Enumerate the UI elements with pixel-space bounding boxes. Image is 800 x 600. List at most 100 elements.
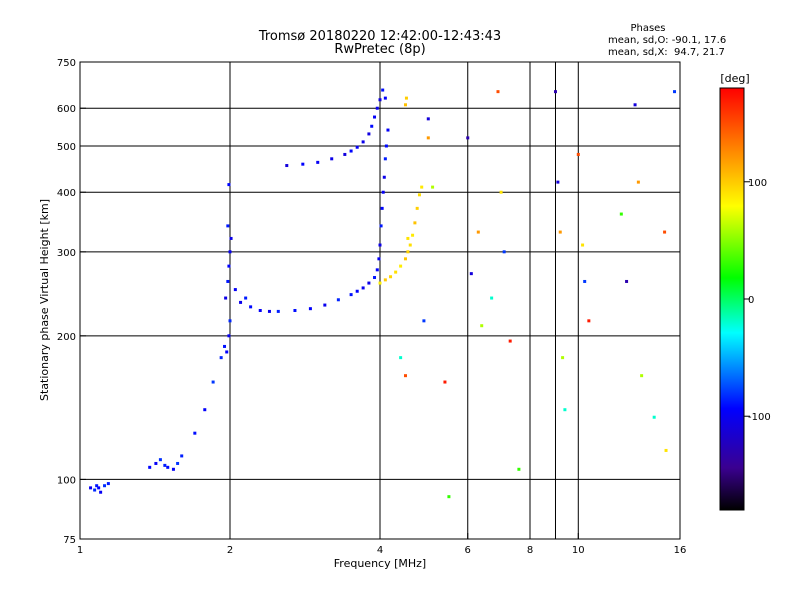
- echo-point: [406, 236, 410, 240]
- y-tick-label: 300: [57, 248, 76, 259]
- y-tick-label: 600: [57, 104, 76, 115]
- echo-point: [375, 106, 379, 110]
- echo-point: [411, 233, 415, 237]
- echo-point: [355, 145, 359, 149]
- echo-point: [224, 296, 228, 300]
- echo-point: [267, 309, 271, 313]
- echo-point: [517, 467, 521, 471]
- echo-point: [163, 463, 167, 467]
- echo-point: [227, 264, 231, 268]
- echo-point: [361, 286, 365, 290]
- echo-point: [97, 486, 101, 490]
- echo-point: [176, 461, 180, 465]
- axis-ticks: 1 2 4 6 8 10 16 75 100 200 300 400 500 600 750: [57, 58, 686, 556]
- y-tick-label: 400: [57, 188, 76, 199]
- echo-point: [403, 103, 407, 107]
- echo-point: [227, 334, 231, 338]
- echo-point: [343, 152, 347, 156]
- echo-point: [583, 279, 587, 283]
- echo-point: [308, 307, 312, 311]
- echo-point: [148, 465, 152, 469]
- echo-point: [225, 350, 229, 354]
- echo-point: [403, 257, 407, 261]
- echo-point: [563, 408, 567, 412]
- echo-point: [211, 380, 215, 384]
- echo-point: [330, 157, 334, 161]
- phases-x-stats: mean, sd,X: 94.7, 21.7: [608, 47, 725, 58]
- phases-heading: Phases: [630, 23, 665, 34]
- y-tick-label: 500: [57, 142, 76, 153]
- echo-point: [180, 454, 184, 458]
- y-axis-label: Stationary phase Virtual Height [km]: [38, 199, 51, 401]
- echo-point: [553, 90, 557, 94]
- echo-point: [466, 136, 470, 140]
- echo-point: [93, 488, 97, 492]
- echo-point: [399, 356, 403, 360]
- echo-point: [154, 461, 158, 465]
- echo-point: [89, 486, 93, 490]
- echo-point: [587, 319, 591, 323]
- echo-point: [249, 305, 253, 309]
- echo-point: [316, 160, 320, 164]
- chart-title: Tromsø 20180220 12:42:00-12:43:43: [258, 29, 501, 44]
- echo-point: [558, 230, 562, 234]
- echo-point: [373, 115, 377, 119]
- phases-o-stats: mean, sd,O: -90.1, 17.6: [608, 35, 726, 46]
- echo-point: [508, 339, 512, 343]
- echo-point: [244, 296, 248, 300]
- echo-point: [502, 250, 506, 254]
- echo-point: [413, 221, 417, 225]
- echo-point: [219, 356, 223, 360]
- colorbar-tick-label: 0: [748, 295, 754, 306]
- echo-point: [422, 319, 426, 323]
- echo-point: [193, 431, 197, 435]
- echo-point: [349, 293, 353, 297]
- echo-point: [447, 495, 451, 499]
- y-tick-label: 100: [57, 475, 76, 486]
- echo-point: [378, 281, 382, 285]
- echo-point: [103, 484, 107, 488]
- echo-point: [408, 243, 412, 247]
- echo-point: [370, 124, 374, 128]
- colorbar: [719, 87, 745, 511]
- echo-point: [276, 309, 280, 313]
- echo-point: [426, 117, 430, 121]
- echo-point: [381, 88, 385, 92]
- echo-point: [636, 180, 640, 184]
- y-tick-label: 75: [63, 535, 76, 546]
- echo-point: [158, 458, 162, 462]
- echo-point: [378, 98, 382, 102]
- echo-point: [640, 374, 644, 378]
- colorbar-tick-label: -100: [748, 412, 771, 423]
- echo-point: [377, 257, 381, 261]
- echo-point: [663, 230, 667, 234]
- echo-point: [228, 250, 232, 254]
- echo-point: [95, 484, 99, 488]
- echo-point: [233, 288, 237, 292]
- echo-point: [99, 490, 103, 494]
- echo-point: [561, 356, 565, 360]
- echo-point: [379, 224, 383, 228]
- x-axis-label: Frequency [MHz]: [334, 557, 426, 570]
- echo-point: [417, 193, 421, 197]
- y-tick-label: 750: [57, 58, 76, 69]
- echo-point: [673, 90, 677, 94]
- echo-point: [226, 279, 230, 283]
- echo-point: [426, 136, 430, 140]
- x-tick-label: 6: [465, 545, 471, 556]
- echo-point: [373, 276, 377, 280]
- echo-point: [301, 162, 305, 166]
- echo-point: [389, 275, 393, 279]
- echo-point: [499, 190, 503, 194]
- echo-point: [258, 308, 262, 312]
- echo-point: [383, 278, 387, 282]
- x-tick-label: 2: [227, 545, 233, 556]
- echo-point: [361, 140, 365, 144]
- echo-point: [443, 380, 447, 384]
- echo-point: [349, 149, 353, 153]
- echo-point: [323, 303, 327, 307]
- echo-point: [403, 374, 407, 378]
- echo-point: [229, 236, 233, 240]
- echo-point: [166, 465, 170, 469]
